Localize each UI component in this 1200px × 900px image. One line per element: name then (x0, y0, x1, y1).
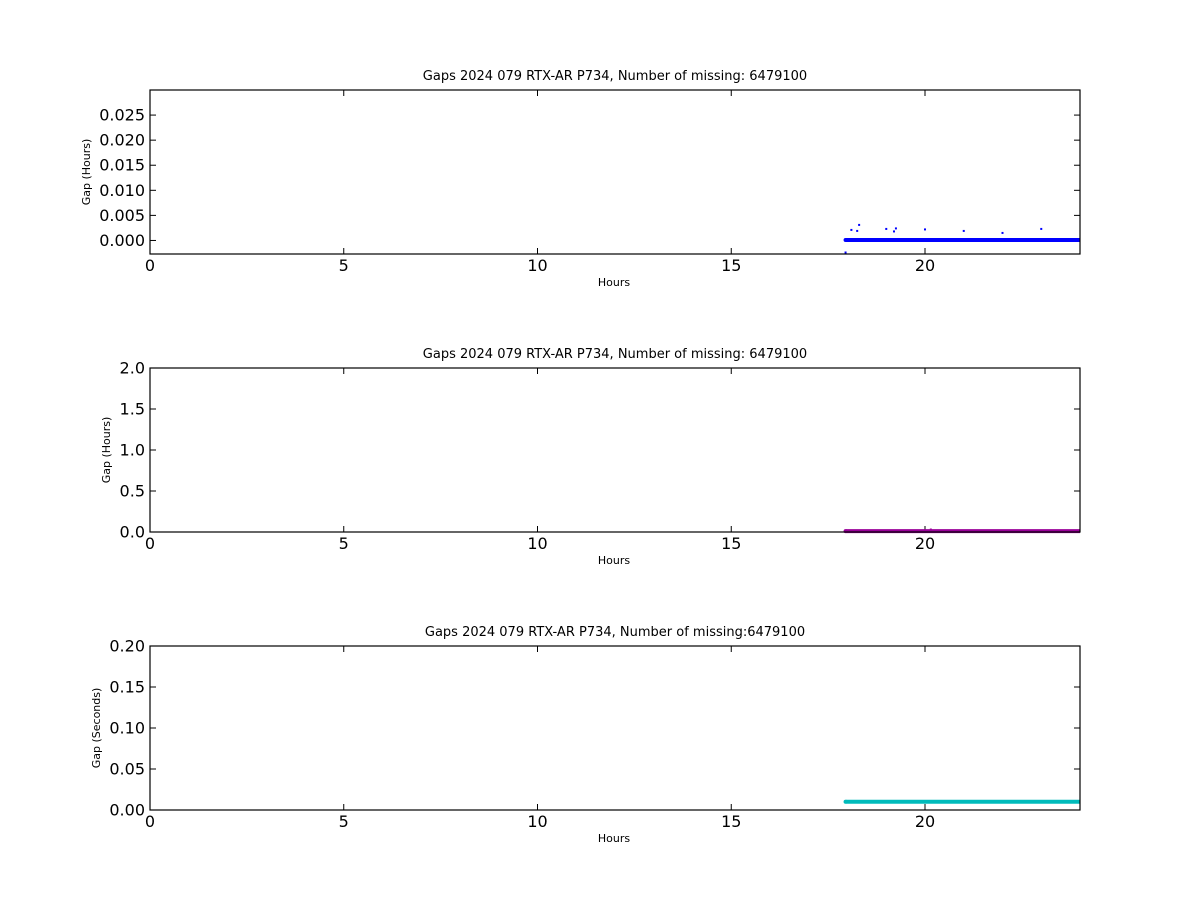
y-tick-label: 0.020 (99, 131, 145, 150)
x-tick-label: 0 (145, 812, 155, 831)
x-tick-label: 10 (527, 534, 547, 553)
x-tick-label: 20 (915, 534, 935, 553)
data-point (844, 251, 847, 254)
data-point (924, 228, 926, 231)
x-tick-label: 5 (339, 812, 349, 831)
data-point (850, 228, 853, 231)
data-point (844, 800, 847, 803)
panel-2-plot-area: 0 5 10 15 20 0.0 0.5 1.0 1.5 2.0 (120, 359, 1080, 553)
x-tick-label: 10 (527, 812, 547, 831)
panel-3-ylabel: Gap (Seconds) (90, 688, 103, 769)
y-tick-label: 2.0 (120, 359, 145, 378)
panel-2-ylabel: Gap (Hours) (100, 417, 113, 484)
y-tick-label: 0.15 (109, 678, 145, 697)
data-point (1040, 227, 1043, 230)
panel-1-title: Gaps 2024 079 RTX-AR P734, Number of mis… (423, 69, 807, 84)
panel-1-ylabel: Gap (Hours) (80, 139, 93, 206)
x-tick-label: 10 (527, 256, 547, 275)
data-point (1001, 231, 1004, 234)
data-point (844, 239, 847, 242)
y-tick-label: 0.025 (99, 106, 145, 125)
panel-1-plot-area: 0 5 10 15 20 0.000 0.005 0.010 0.015 0.020 0.025 (99, 90, 1080, 275)
y-tick-label: 0.20 (109, 637, 145, 656)
y-tick-label: 0.005 (99, 206, 145, 225)
y-tick-label: 0.015 (99, 156, 145, 175)
y-tick-label: 1.5 (120, 400, 145, 419)
x-tick-label: 20 (915, 812, 935, 831)
x-tick-label: 5 (339, 534, 349, 553)
y-tick-label: 0.0 (120, 523, 145, 542)
y-tick-label: 0.5 (120, 482, 145, 501)
panel-3-xlabel: Hours (598, 832, 630, 845)
panel-1: Gaps 2024 079 RTX-AR P734, Number of mis… (80, 69, 1081, 289)
panel-2: Gaps 2024 079 RTX-AR P734, Number of mis… (100, 347, 1081, 567)
data-point (856, 229, 859, 232)
y-tick-label: 1.0 (120, 441, 145, 460)
x-tick-label: 15 (721, 256, 741, 275)
data-point (894, 227, 897, 230)
data-point (858, 223, 861, 226)
panel-3-plot-area: 0 5 10 15 20 0.00 0.05 0.10 0.15 0.20 (109, 637, 1080, 831)
data-point (924, 529, 926, 532)
panel-2-xlabel: Hours (598, 554, 630, 567)
y-tick-label: 0.05 (109, 760, 145, 779)
x-tick-label: 0 (145, 534, 155, 553)
x-tick-label: 15 (721, 534, 741, 553)
x-tick-label: 0 (145, 256, 155, 275)
y-tick-label: 0.000 (99, 231, 145, 250)
x-tick-label: 15 (721, 812, 741, 831)
x-tick-label: 5 (339, 256, 349, 275)
data-point (844, 530, 847, 533)
panel-3: Gaps 2024 079 RTX-AR P734, Number of mis… (90, 625, 1081, 845)
data-point (885, 227, 888, 230)
y-tick-label: 0.10 (109, 719, 145, 738)
panel-2-title: Gaps 2024 079 RTX-AR P734, Number of mis… (423, 347, 807, 362)
y-tick-label: 0.010 (99, 181, 145, 200)
panel-2-frame (149, 367, 1081, 533)
data-point (962, 229, 965, 232)
panel-3-title: Gaps 2024 079 RTX-AR P734, Number of mis… (425, 625, 805, 640)
panel-1-frame (149, 89, 1081, 255)
panel-3-frame (149, 645, 1081, 811)
data-point (929, 528, 932, 531)
panel-1-xlabel: Hours (598, 276, 630, 289)
y-tick-label: 0.00 (109, 801, 145, 820)
data-point (893, 230, 895, 233)
x-tick-label: 20 (915, 256, 935, 275)
